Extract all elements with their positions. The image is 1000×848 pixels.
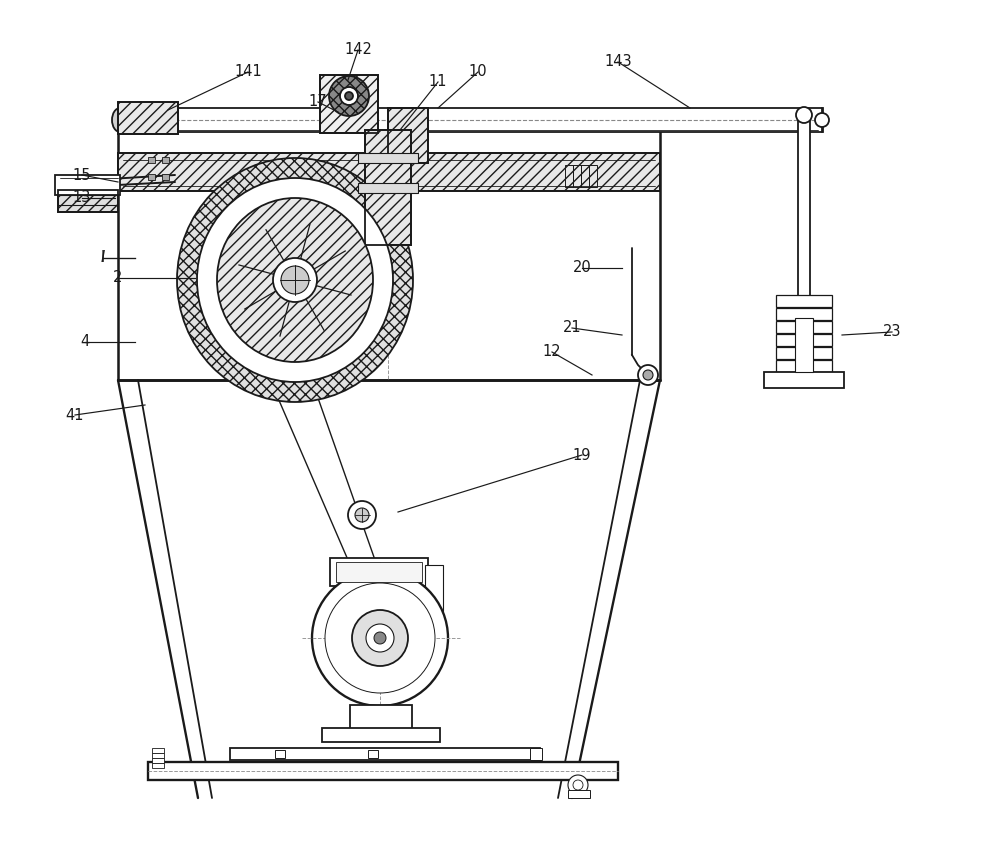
Circle shape (329, 76, 369, 116)
Bar (568, 790, 590, 798)
Bar (530, 748, 542, 760)
Bar (573, 165, 581, 187)
Text: I: I (101, 250, 105, 265)
Circle shape (348, 501, 376, 529)
Circle shape (345, 92, 353, 100)
Text: 143: 143 (604, 54, 632, 70)
Bar (336, 562, 422, 582)
Bar (148, 157, 155, 163)
Bar (350, 705, 412, 730)
Bar (58, 190, 118, 212)
Circle shape (374, 632, 386, 644)
Bar (148, 174, 155, 180)
Bar (425, 565, 443, 620)
Bar (776, 308, 832, 320)
Bar (764, 372, 844, 388)
Circle shape (281, 266, 309, 294)
Text: 2: 2 (113, 271, 123, 286)
Ellipse shape (177, 158, 413, 402)
Bar (358, 153, 418, 163)
Bar (118, 130, 660, 380)
Circle shape (573, 780, 583, 790)
Ellipse shape (197, 178, 393, 382)
Bar (581, 165, 589, 187)
Bar (320, 75, 378, 133)
Text: 23: 23 (883, 325, 901, 339)
Text: 11: 11 (429, 75, 447, 90)
Bar (776, 360, 832, 372)
Bar (365, 130, 411, 245)
Circle shape (815, 113, 829, 127)
Bar (148, 762, 618, 780)
Bar (776, 347, 832, 359)
Circle shape (638, 365, 658, 385)
Bar (162, 174, 169, 180)
Bar (322, 728, 440, 742)
Text: 10: 10 (469, 64, 487, 80)
Circle shape (643, 370, 653, 380)
Bar (152, 763, 164, 768)
Text: I: I (101, 250, 105, 265)
Circle shape (366, 624, 394, 652)
Ellipse shape (112, 108, 128, 132)
Circle shape (568, 775, 588, 795)
Bar (776, 321, 832, 333)
Bar (368, 750, 378, 758)
Bar (795, 318, 813, 372)
Text: 19: 19 (573, 448, 591, 462)
Bar (152, 753, 164, 758)
Circle shape (273, 258, 317, 302)
Ellipse shape (217, 198, 373, 362)
Circle shape (352, 610, 408, 666)
Bar (118, 153, 660, 191)
Bar (798, 118, 810, 318)
Bar (320, 75, 378, 133)
Bar (152, 748, 164, 753)
Circle shape (325, 583, 435, 693)
Text: 15: 15 (73, 168, 91, 182)
Text: 142: 142 (344, 42, 372, 58)
Bar (565, 165, 573, 187)
Bar (275, 750, 285, 758)
Bar (358, 183, 418, 193)
Text: 4: 4 (80, 334, 90, 349)
Bar (152, 758, 164, 763)
Bar (589, 165, 597, 187)
Bar (162, 157, 169, 163)
Text: 12: 12 (543, 344, 561, 360)
Bar (118, 108, 823, 132)
Text: 21: 21 (563, 321, 581, 336)
Bar (118, 102, 178, 134)
Text: 17: 17 (309, 94, 327, 109)
Bar (58, 190, 118, 212)
Bar (55, 175, 120, 195)
Text: 20: 20 (573, 260, 591, 276)
Text: 141: 141 (234, 64, 262, 80)
Bar (118, 102, 178, 134)
Circle shape (312, 570, 448, 706)
Bar (388, 108, 428, 163)
Bar (365, 130, 411, 245)
Circle shape (355, 508, 369, 522)
Bar (118, 153, 660, 191)
Bar (230, 748, 540, 760)
Bar (330, 558, 428, 586)
Circle shape (340, 87, 358, 105)
Text: 13: 13 (73, 191, 91, 205)
Bar (388, 108, 428, 163)
Bar (776, 295, 832, 307)
Bar (776, 334, 832, 346)
Circle shape (796, 107, 812, 123)
Text: 41: 41 (66, 408, 84, 422)
